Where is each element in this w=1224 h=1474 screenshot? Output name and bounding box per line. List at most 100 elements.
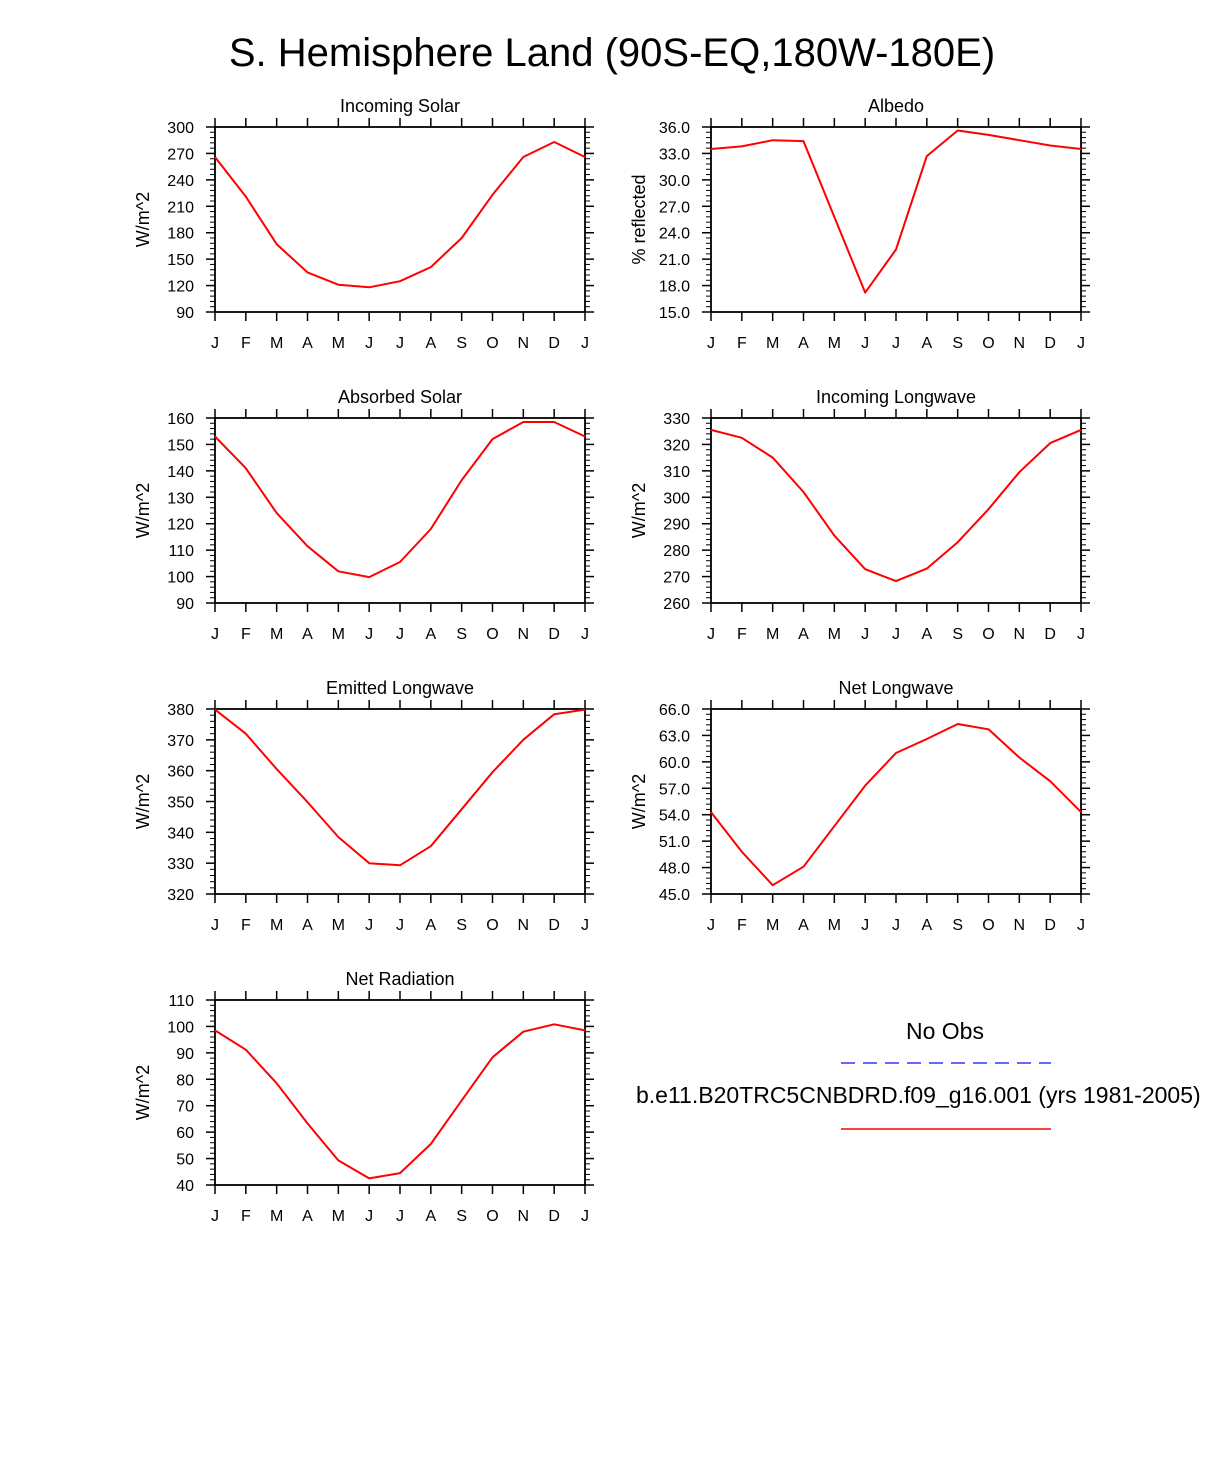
x-tick-label: A	[921, 917, 932, 934]
series-line	[214, 141, 586, 289]
x-tick-label: M	[828, 917, 841, 934]
x-tick-label: M	[766, 335, 779, 352]
x-tick-label: O	[486, 626, 498, 643]
x-tick-label: J	[581, 917, 589, 934]
y-tick-label: 57.0	[659, 781, 690, 798]
x-tick-label: D	[1044, 626, 1056, 643]
y-tick-label: 63.0	[659, 728, 690, 745]
x-tick-label: F	[737, 626, 747, 643]
panels: Incoming Solar W/m^2 90 120 150 180 210 240 270 3…	[133, 96, 1090, 1225]
y-tick-label: 50	[176, 1152, 194, 1169]
y-tick-label: 330	[167, 856, 194, 873]
x-tick-label: N	[1014, 626, 1026, 643]
y-tick-label: 100	[167, 1019, 194, 1036]
x-tick-label: A	[425, 917, 436, 934]
x-tick-label: F	[737, 335, 747, 352]
y-axis-label: W/m^2	[133, 1065, 153, 1120]
x-tick-label: M	[766, 626, 779, 643]
plot-frame	[214, 999, 586, 1186]
x-tick-label: S	[952, 917, 963, 934]
y-axis-label: W/m^2	[629, 483, 649, 538]
x-tick-label: M	[270, 335, 283, 352]
y-tick-label: 240	[167, 173, 194, 190]
y-tick-label: 380	[167, 702, 194, 719]
x-tick-label: J	[396, 335, 404, 352]
panel-emitted-longwave: Emitted Longwave W/m^2 320 330 340 350 360 370 3…	[133, 678, 594, 934]
x-tick-label: M	[270, 917, 283, 934]
x-tick-label: A	[425, 626, 436, 643]
x-tick-label: J	[396, 1208, 404, 1225]
panel-incoming-longwave: Incoming Longwave W/m^2 260 270 280 290 300 310…	[629, 387, 1090, 643]
panel-title: Emitted Longwave	[326, 678, 474, 698]
y-tick-label: 40	[176, 1178, 194, 1195]
panel-net-radiation: Net Radiation W/m^2 40 50 60 70 80 90 100 110 J F M A…	[133, 969, 594, 1225]
x-tick-label: J	[892, 917, 900, 934]
y-tick-label: 110	[168, 543, 194, 560]
x-tick-label: S	[456, 917, 467, 934]
x-tick-label: J	[707, 626, 715, 643]
plot-frame	[710, 417, 1082, 604]
y-tick-label: 24.0	[659, 226, 690, 243]
x-tick-label: S	[456, 335, 467, 352]
x-tick-label: D	[1044, 335, 1056, 352]
x-tick-label: N	[518, 917, 530, 934]
y-tick-label: 120	[167, 279, 194, 296]
y-tick-label: 100	[167, 570, 194, 587]
x-tick-label: O	[982, 626, 994, 643]
x-tick-label: J	[396, 626, 404, 643]
x-tick-label: J	[861, 626, 869, 643]
x-tick-label: M	[332, 1208, 345, 1225]
panel-incoming-solar: Incoming Solar W/m^2 90 120 150 180 210 240 270 3…	[133, 96, 594, 352]
x-tick-label: N	[1014, 917, 1026, 934]
x-tick-label: D	[548, 626, 560, 643]
x-tick-label: J	[365, 626, 373, 643]
y-axis-label: W/m^2	[133, 192, 153, 247]
figure-title: S. Hemisphere Land (90S-EQ,180W-180E)	[229, 31, 995, 75]
y-tick-label: 270	[167, 146, 194, 163]
x-tick-label: J	[365, 335, 373, 352]
panel-title: Absorbed Solar	[338, 387, 462, 407]
x-tick-label: A	[425, 335, 436, 352]
series-line	[710, 428, 1082, 583]
x-tick-label: J	[365, 1208, 373, 1225]
panel-title: Incoming Longwave	[816, 387, 976, 407]
plot-frame	[710, 126, 1082, 313]
x-tick-label: M	[332, 335, 345, 352]
x-tick-label: O	[982, 335, 994, 352]
x-tick-label: S	[456, 626, 467, 643]
x-tick-label: A	[302, 626, 313, 643]
x-tick-label: O	[486, 917, 498, 934]
x-tick-label: J	[707, 917, 715, 934]
y-tick-label: 330	[663, 411, 690, 428]
y-axis-label: W/m^2	[629, 774, 649, 829]
x-tick-label: J	[892, 335, 900, 352]
x-tick-label: J	[892, 626, 900, 643]
y-tick-label: 90	[176, 305, 194, 322]
y-tick-label: 48.0	[659, 861, 690, 878]
y-tick-label: 90	[176, 1046, 194, 1063]
x-tick-label: A	[302, 335, 313, 352]
x-tick-label: N	[518, 335, 530, 352]
x-tick-label: F	[737, 917, 747, 934]
plot-frame	[214, 417, 586, 604]
series-line	[710, 129, 1082, 294]
y-axis-label: W/m^2	[133, 483, 153, 538]
series-line	[214, 421, 586, 579]
x-tick-label: N	[518, 626, 530, 643]
x-tick-label: F	[241, 917, 251, 934]
series-line	[710, 723, 1082, 887]
panel-title: Net Longwave	[838, 678, 953, 698]
x-tick-label: J	[581, 626, 589, 643]
plot-frame	[710, 708, 1082, 895]
y-tick-label: 370	[167, 733, 194, 750]
x-tick-label: S	[456, 1208, 467, 1225]
x-tick-label: J	[1077, 917, 1085, 934]
y-tick-label: 66.0	[659, 702, 690, 719]
x-tick-label: D	[548, 335, 560, 352]
x-tick-label: J	[211, 917, 219, 934]
x-tick-label: O	[486, 335, 498, 352]
x-tick-label: M	[766, 917, 779, 934]
y-tick-label: 60	[176, 1125, 194, 1142]
y-tick-label: 300	[663, 490, 690, 507]
